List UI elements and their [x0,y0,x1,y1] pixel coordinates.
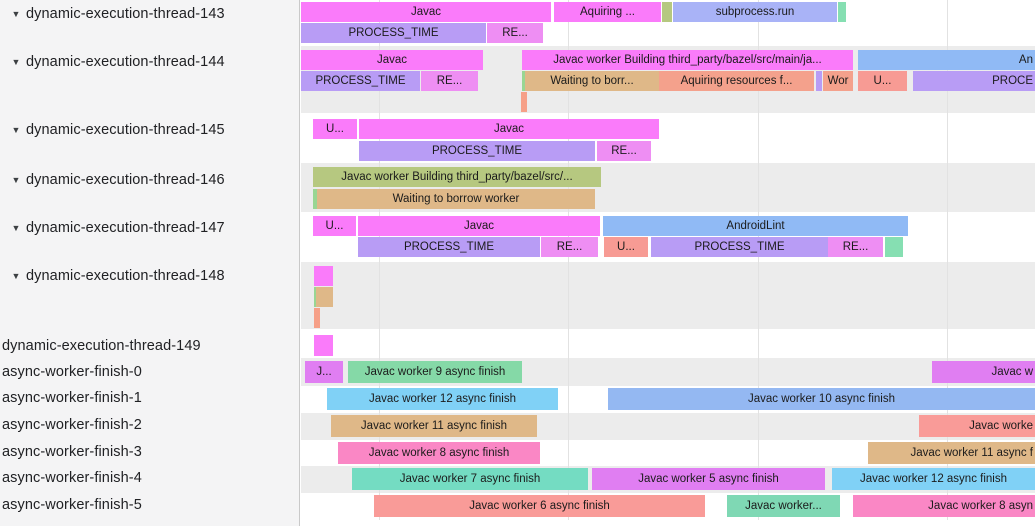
track-label-row[interactable]: ▼ dynamic-execution-thread-147 [0,218,225,238]
trace-slice[interactable]: An [858,50,1035,70]
trace-slice[interactable]: Javac worke [919,415,1035,437]
time-gridline [947,0,948,520]
trace-slice[interactable] [816,71,822,91]
trace-slice[interactable]: Javac worker 5 async finish [592,468,825,490]
expander-triangle-icon[interactable]: ▼ [11,175,21,185]
trace-slice[interactable]: Javac worker 7 async finish [352,468,588,490]
trace-slice[interactable]: PROCESS_TIME [301,23,486,43]
track-label-row[interactable]: async-worker-finish-5 [0,495,142,515]
expander-triangle-icon[interactable]: ▼ [11,125,21,135]
trace-slice[interactable]: PROCESS_TIME [651,237,828,257]
trace-slice[interactable]: Aquiring ... [554,2,661,22]
track-name: async-worker-finish-3 [2,444,142,460]
expander-triangle-icon[interactable]: ▼ [11,9,21,19]
track-label-row[interactable]: ▼ dynamic-execution-thread-144 [0,52,225,72]
track-label-row[interactable]: ▼ dynamic-execution-thread-148 [0,266,225,286]
track-name: dynamic-execution-thread-148 [26,268,225,284]
trace-slice[interactable]: AndroidLint [603,216,908,236]
trace-slice[interactable]: RE... [597,141,651,161]
track-name: async-worker-finish-1 [2,390,142,406]
track-name: async-worker-finish-0 [2,364,142,380]
trace-slice[interactable]: J... [305,361,343,383]
track-stripe [301,262,1035,329]
timeline-canvas[interactable]: Javac Aquiring ... subprocess.run PROCESS_T… [301,0,1035,526]
trace-slice[interactable]: Wor [823,71,853,91]
trace-slice[interactable]: PROCESS_TIME [301,71,420,91]
track-label-row[interactable]: async-worker-finish-3 [0,442,142,462]
trace-slice[interactable]: Javac worker 11 async finish [331,415,537,437]
trace-slice[interactable]: U... [313,119,357,139]
trace-slice[interactable]: Javac [359,119,659,139]
trace-slice[interactable]: U... [604,237,648,257]
trace-slice[interactable]: Waiting to borr... [525,71,659,91]
track-name: dynamic-execution-thread-143 [26,6,225,22]
trace-slice[interactable]: RE... [421,71,478,91]
track-name: async-worker-finish-5 [2,497,142,513]
trace-slice[interactable]: Javac w [932,361,1035,383]
track-name: dynamic-execution-thread-146 [26,172,225,188]
trace-slice[interactable]: PROCE [913,71,1035,91]
trace-slice[interactable] [316,287,333,307]
track-label-row[interactable]: async-worker-finish-1 [0,388,142,408]
track-label-row[interactable]: ▼ dynamic-execution-thread-146 [0,170,225,190]
track-label-row[interactable]: ▼ dynamic-execution-thread-145 [0,120,225,140]
trace-slice[interactable]: Javac [301,2,551,22]
track-label-row[interactable]: async-worker-finish-4 [0,468,142,488]
track-name: dynamic-execution-thread-145 [26,122,225,138]
track-name: dynamic-execution-thread-144 [26,54,225,70]
track-name: async-worker-finish-2 [2,417,142,433]
trace-slice[interactable]: Javac worker... [727,495,840,517]
trace-slice[interactable] [885,237,903,257]
track-label-row[interactable]: dynamic-execution-thread-149 [0,336,201,356]
trace-slice[interactable] [314,266,333,286]
trace-slice[interactable]: Javac worker 8 async finish [338,442,540,464]
trace-slice[interactable]: Javac worker 12 async finish [327,388,558,410]
trace-slice[interactable]: RE... [487,23,543,43]
track-name: dynamic-execution-thread-149 [2,338,201,354]
trace-slice[interactable] [838,2,846,22]
time-gridline [379,0,380,520]
time-gridline [568,0,569,520]
trace-slice[interactable] [314,335,333,356]
trace-slice[interactable] [314,308,320,328]
track-label-row[interactable]: ▼ dynamic-execution-thread-143 [0,4,225,24]
trace-slice[interactable]: Javac [301,50,483,70]
time-gridline [758,0,759,520]
track-label-row[interactable]: async-worker-finish-0 [0,362,142,382]
trace-slice[interactable]: PROCESS_TIME [359,141,595,161]
trace-slice[interactable]: Waiting to borrow worker [317,189,595,209]
trace-slice[interactable]: Javac worker 11 async f [868,442,1035,464]
trace-slice[interactable]: RE... [541,237,598,257]
expander-triangle-icon[interactable]: ▼ [11,223,21,233]
track-stripe [301,329,1035,358]
track-name-panel: ▼ dynamic-execution-thread-143 ▼ dynamic-ex… [0,0,300,526]
trace-slice[interactable] [313,189,319,209]
trace-slice[interactable]: Javac worker 12 async finish [832,468,1035,490]
trace-slice[interactable]: Javac worker 6 async finish [374,495,705,517]
trace-slice[interactable]: RE... [828,237,883,257]
trace-slice[interactable]: Javac worker 10 async finish [608,388,1035,410]
trace-slice[interactable] [662,2,672,22]
trace-slice[interactable]: Aquiring resources f... [659,71,814,91]
trace-slice[interactable]: Javac worker 9 async finish [348,361,522,383]
trace-slice[interactable]: subprocess.run [673,2,837,22]
expander-triangle-icon[interactable]: ▼ [11,271,21,281]
trace-slice[interactable]: Javac worker 8 asyn [853,495,1035,517]
track-name: dynamic-execution-thread-147 [26,220,225,236]
expander-triangle-icon[interactable]: ▼ [11,57,21,67]
trace-slice[interactable]: U... [313,216,356,236]
trace-slice[interactable]: Javac worker Building third_party/bazel/… [522,50,853,70]
trace-slice[interactable]: U... [858,71,907,91]
trace-slice[interactable]: PROCESS_TIME [358,237,540,257]
trace-slice[interactable] [521,92,527,112]
trace-slice[interactable]: Javac [358,216,600,236]
track-label-row[interactable]: async-worker-finish-2 [0,415,142,435]
track-name: async-worker-finish-4 [2,470,142,486]
trace-slice[interactable]: Javac worker Building third_party/bazel/… [313,167,601,187]
